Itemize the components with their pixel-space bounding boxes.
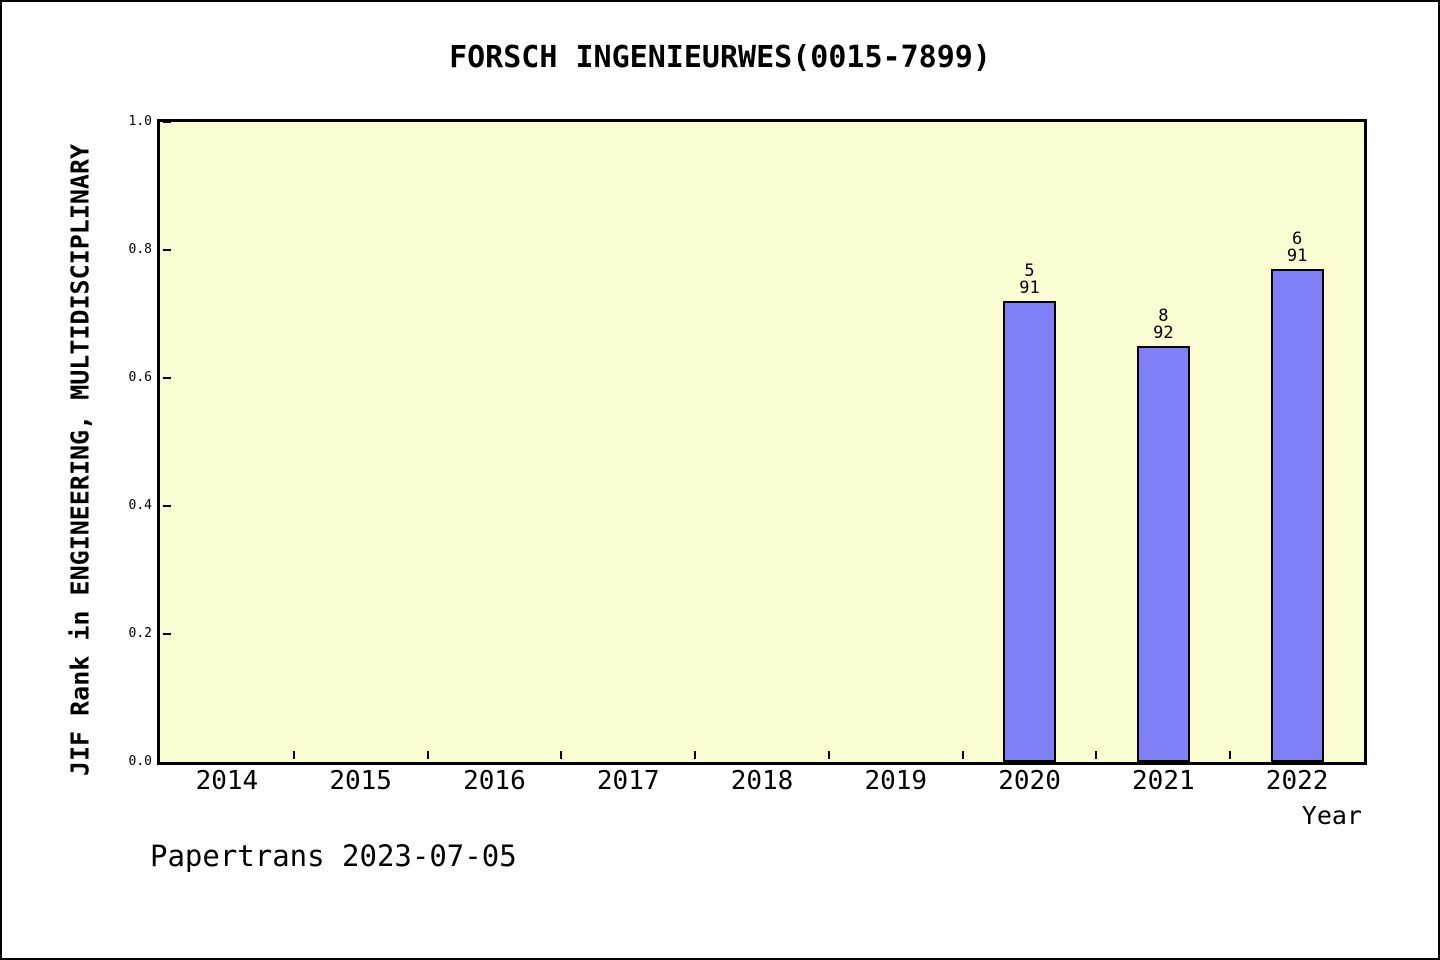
chart-title: FORSCH INGENIEURWES(0015-7899) (449, 40, 991, 75)
bar (1136, 346, 1190, 762)
y-tick-label: 0.2 (128, 626, 152, 641)
x-tick-label: 2017 (596, 766, 660, 796)
y-tick-label: 0.8 (128, 242, 152, 257)
y-tick (163, 377, 171, 379)
bar-annotation: 5 91 (985, 263, 1075, 297)
bar-total: 92 (1153, 323, 1174, 343)
x-tick-label: 2014 (195, 766, 259, 796)
y-tick-label: 0.0 (128, 754, 152, 769)
bar-rank: 6 (1291, 229, 1303, 250)
x-tick-label: 2019 (864, 766, 928, 796)
y-tick (163, 505, 171, 507)
y-tick (163, 121, 171, 123)
x-boundary-tick (961, 751, 964, 759)
x-tick-label: 2020 (998, 766, 1061, 796)
bar-annotation: 8 92 (1118, 308, 1208, 342)
bar-rank: 8 (1158, 306, 1169, 326)
y-tick-label: 0.4 (128, 498, 152, 513)
x-boundary-tick (560, 751, 563, 759)
x-boundary-tick (827, 751, 830, 759)
x-tick-label: 2016 (463, 766, 526, 796)
bar-total: 91 (1286, 246, 1308, 267)
x-tick-label: 2015 (329, 766, 392, 796)
bar (1003, 301, 1057, 762)
x-boundary-tick (426, 751, 429, 759)
y-tick (163, 249, 171, 251)
y-tick (163, 633, 171, 635)
x-boundary-tick (1095, 751, 1098, 759)
x-boundary-tick (1229, 751, 1232, 759)
x-tick-label: 2021 (1132, 766, 1195, 796)
y-tick-label: 0.6 (128, 370, 152, 385)
y-axis-label: JIF Rank in ENGINEERING, MULTIDISCIPLINA… (65, 143, 95, 777)
x-tick-label: 2018 (730, 766, 794, 796)
x-boundary-tick (292, 751, 295, 759)
x-tick-label: 2022 (1265, 766, 1329, 796)
x-boundary-tick (694, 751, 697, 759)
x-axis-label: Year (1301, 801, 1362, 830)
bar-rank: 5 (1024, 261, 1035, 282)
bar-total: 91 (1019, 278, 1040, 299)
bar-annotation: 6 91 (1252, 231, 1342, 265)
bar (1270, 269, 1324, 762)
y-tick-label: 1.0 (128, 114, 152, 129)
footer-credit: Papertrans 2023-07-05 (150, 839, 517, 873)
